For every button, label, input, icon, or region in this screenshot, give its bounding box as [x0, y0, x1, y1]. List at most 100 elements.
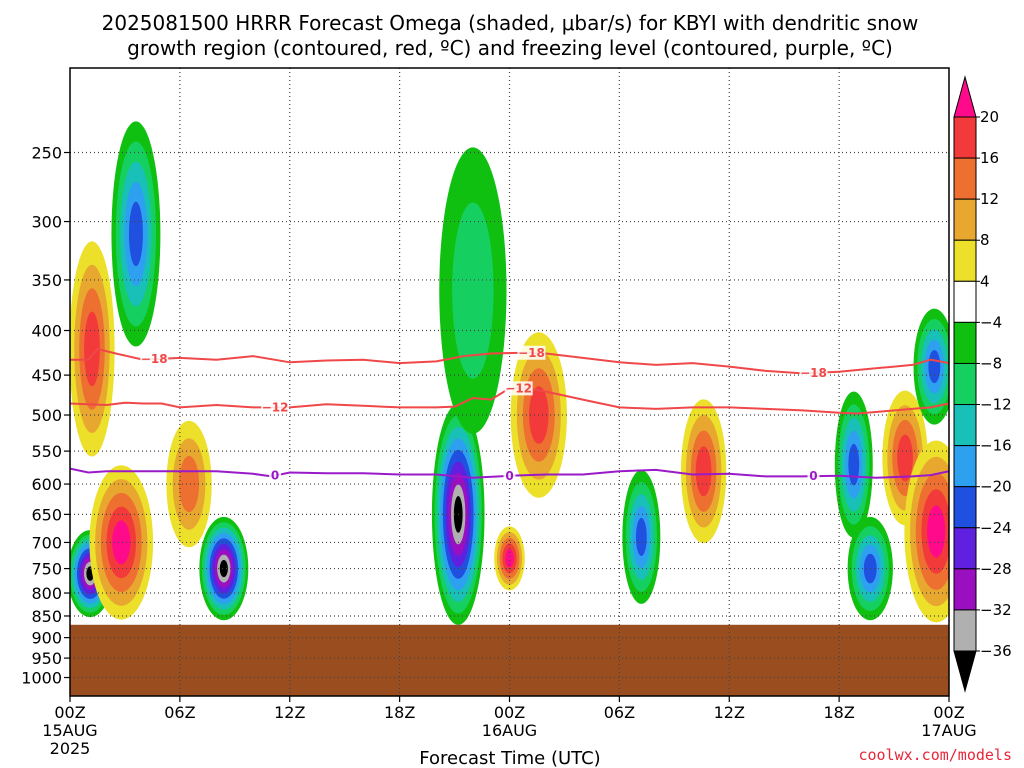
- omega-cell-2-4: [128, 201, 143, 267]
- contour-label-bg-1-1: [504, 381, 533, 396]
- omega-cell-3-3: [84, 311, 100, 387]
- colorbar-label-13: −36: [980, 642, 1012, 660]
- omega-cell-15-4: [927, 505, 946, 558]
- omega-cell-12-4: [848, 443, 860, 486]
- grid-lines: [70, 68, 949, 696]
- contour-line-1: [70, 387, 949, 415]
- credit-text: coolwx.com/models: [858, 746, 1012, 764]
- x-tick-label-18: 18Z: [384, 703, 415, 722]
- colorbar-label-0: 20: [980, 108, 999, 126]
- y-tick-label-450: 450: [31, 366, 62, 385]
- colorbar-bottom-arrow: [953, 650, 977, 693]
- colorbar-label-11: −28: [980, 560, 1012, 578]
- contour-label-bg-0-2: [799, 365, 828, 380]
- colorbar-swatch-0: [953, 116, 977, 159]
- x-tick-label-0: 00Z: [54, 703, 85, 722]
- colorbar-label-2: 12: [980, 190, 999, 208]
- x-tick-label-6: 06Z: [164, 703, 195, 722]
- y-tick-label-250: 250: [31, 144, 62, 163]
- colorbar-swatch-10: [953, 527, 977, 570]
- colorbar-label-10: −24: [980, 519, 1012, 537]
- contour-label-bg-0-1: [517, 345, 546, 360]
- contour-label-bg-2-2: [807, 469, 820, 484]
- colorbar-swatch-9: [953, 486, 977, 529]
- x-tick-year-0: 2025: [50, 739, 91, 758]
- colorbar-top-arrow: [953, 75, 977, 118]
- contour-line-2: [70, 467, 949, 479]
- contour-label-bg-1-0: [261, 400, 290, 415]
- colorbar-label-12: −32: [980, 601, 1012, 619]
- colorbar-label-5: −4: [980, 313, 1002, 331]
- colorbar-swatch-12: [953, 609, 977, 652]
- colorbar-swatch-4: [953, 280, 977, 323]
- x-tick-date-0: 15AUG: [42, 721, 97, 740]
- colorbar-swatch-2: [953, 198, 977, 241]
- omega-cell-7-1: [452, 202, 494, 379]
- colorbar-swatch-7: [953, 404, 977, 447]
- contour-label-0-2: −18: [800, 366, 827, 380]
- y-axis: 250 300 350 400 450 500 550 600 650 700 750 800 850 9…: [21, 144, 70, 688]
- colorbar-label-7: −12: [980, 396, 1012, 414]
- contour-label-2-0: 0: [271, 469, 279, 483]
- y-tick-label-600: 600: [31, 475, 62, 494]
- omega-cell-1-4: [112, 520, 131, 565]
- colorbar-swatch-1: [953, 157, 977, 200]
- colorbar-label-4: 4: [980, 272, 990, 290]
- x-tick-label-12: 12Z: [274, 703, 305, 722]
- omega-cell-5-2: [178, 455, 200, 513]
- colorbar-swatch-5: [953, 321, 977, 364]
- contour-label-2-1: 0: [505, 469, 513, 483]
- chart-title-line2: growth region (contoured, red, ºC) and f…: [127, 36, 893, 60]
- y-tick-label-700: 700: [31, 533, 62, 552]
- omega-cell-11-3: [695, 446, 712, 497]
- colorbar-swatch-6: [953, 362, 977, 406]
- omega-cell-13-3: [897, 434, 913, 482]
- x-tick-label-48: 00Z: [933, 703, 964, 722]
- colorbar-label-9: −20: [980, 478, 1012, 496]
- colorbar-swatch-3: [953, 239, 977, 282]
- contour-lines: −18 −18 −18 −12 −12 0 0 0: [70, 345, 949, 484]
- y-tick-label-550: 550: [31, 442, 62, 461]
- y-tick-label-650: 650: [31, 505, 62, 524]
- omega-shading: [70, 121, 949, 625]
- y-tick-label-900: 900: [31, 629, 62, 648]
- y-tick-label-1000: 1000: [21, 669, 62, 688]
- omega-cell-4-8: [219, 559, 228, 578]
- colorbar-label-3: 8: [980, 231, 990, 249]
- x-tick-label-36: 12Z: [714, 703, 745, 722]
- x-tick-label-24: 00Z: [494, 703, 525, 722]
- contour-label-0-0: −18: [141, 352, 168, 366]
- contour-label-1-0: −12: [262, 400, 289, 414]
- x-tick-label-30: 06Z: [604, 703, 635, 722]
- y-tick-label-500: 500: [31, 406, 62, 425]
- colorbar-swatch-11: [953, 568, 977, 611]
- x-tick-date-48: 17AUG: [921, 721, 976, 740]
- x-axis-label: Forecast Time (UTC): [419, 748, 600, 768]
- contour-label-bg-2-0: [269, 468, 282, 483]
- contour-label-bg-0-0: [140, 352, 169, 367]
- y-tick-label-850: 850: [31, 607, 62, 626]
- x-tick-date-24: 16AUG: [482, 721, 537, 740]
- colorbar-label-8: −16: [980, 437, 1012, 455]
- y-tick-label-300: 300: [31, 213, 62, 232]
- y-tick-label-400: 400: [31, 322, 62, 341]
- y-tick-label-750: 750: [31, 560, 62, 579]
- omega-cell-10-4: [635, 517, 647, 557]
- y-tick-label-350: 350: [31, 271, 62, 290]
- colorbar-swatch-8: [953, 445, 977, 488]
- contour-label-0-1: −18: [518, 346, 545, 360]
- contour-label-1-1: −12: [505, 381, 532, 395]
- colorbar-label-1: 16: [980, 149, 999, 167]
- contour-label-2-2: 0: [809, 469, 817, 483]
- y-tick-label-800: 800: [31, 584, 62, 603]
- plot-area: −18 −18 −18 −12 −12 0 0 0: [69, 67, 950, 697]
- contour-label-bg-2-1: [503, 468, 516, 483]
- colorbar: 20 16 12 8 4 −4 −8 −12 −16 −20 −24 −28 −32 −36: [953, 75, 1012, 693]
- colorbar-label-6: −8: [980, 354, 1002, 372]
- omega-cell-9-4: [505, 549, 514, 568]
- chart-title-line1: 2025081500 HRRR Forecast Omega (shaded, …: [102, 11, 919, 35]
- omega-cell-16-4: [928, 350, 941, 384]
- y-tick-label-950: 950: [31, 649, 62, 668]
